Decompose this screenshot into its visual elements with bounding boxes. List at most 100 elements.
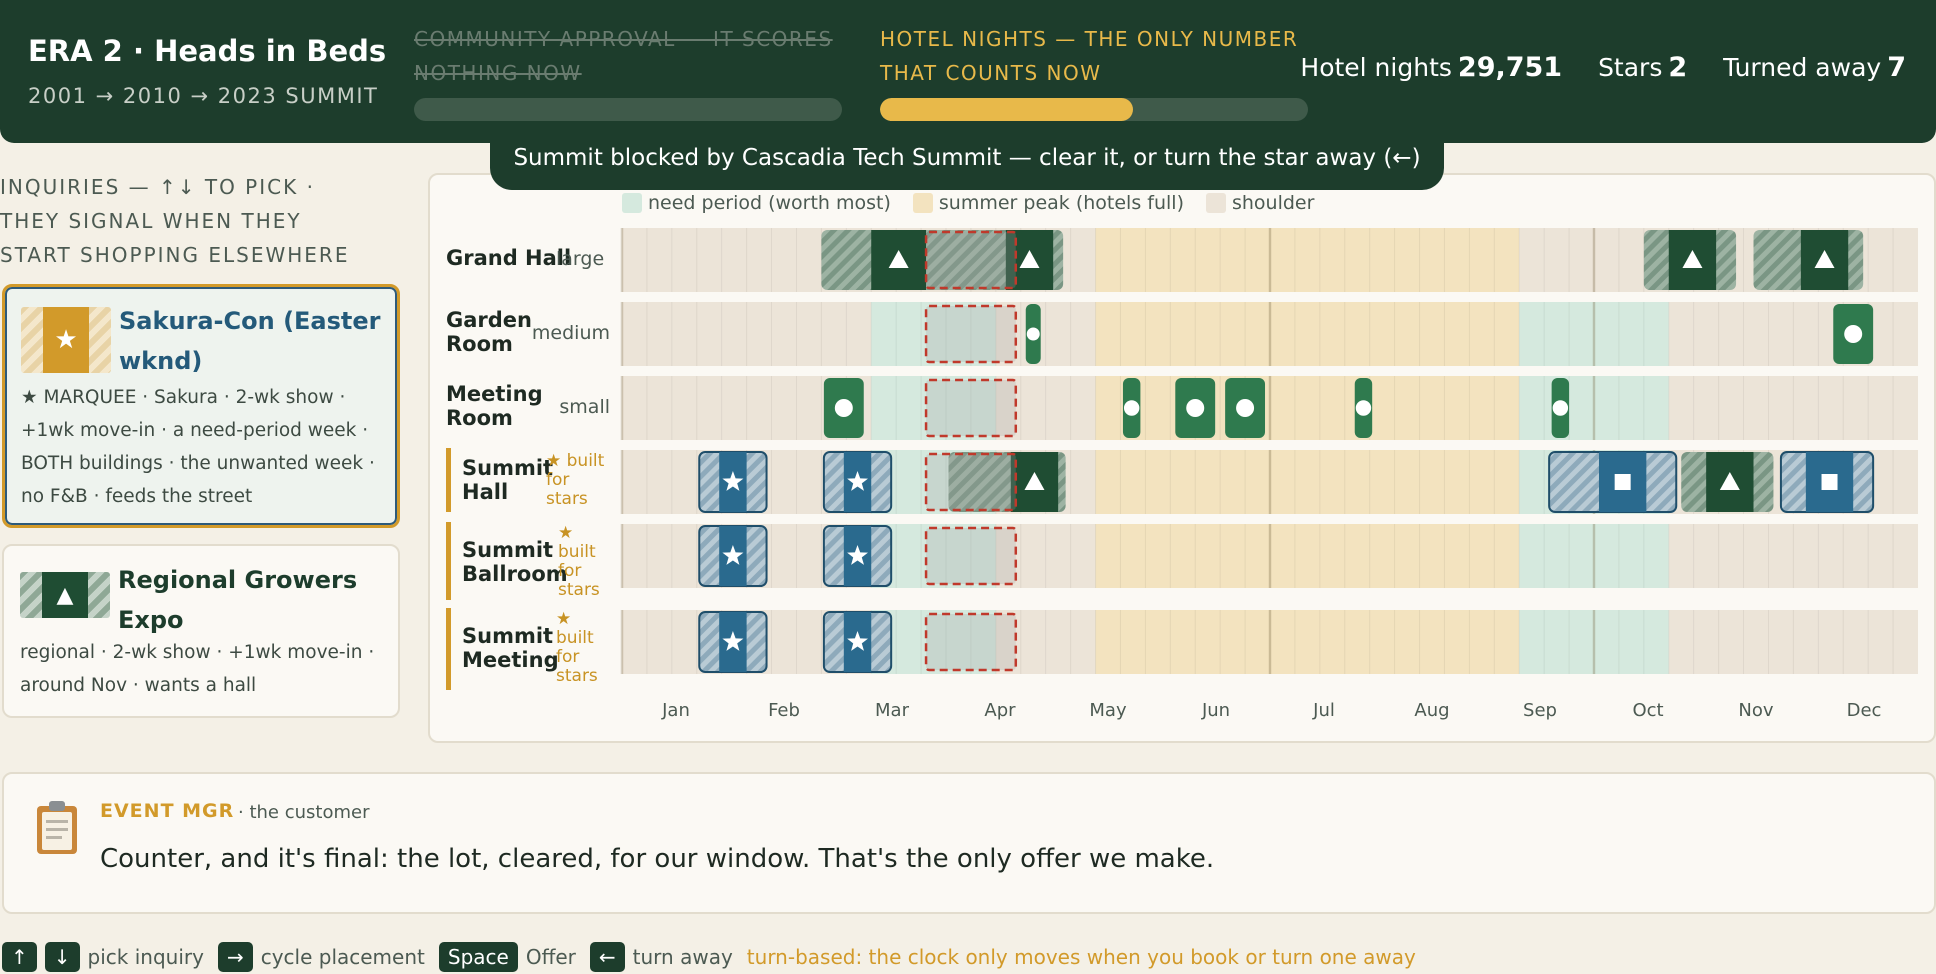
season-band-shoulder bbox=[622, 302, 872, 366]
season-band-shoulder bbox=[995, 302, 1096, 366]
hint-cycle-placement: cycle placement bbox=[260, 945, 425, 969]
clipboard-icon bbox=[37, 801, 77, 854]
season-band-peak bbox=[1095, 376, 1520, 440]
star-icon bbox=[722, 545, 744, 565]
proposed-placement-outline bbox=[924, 526, 1018, 586]
booking-blocks bbox=[698, 230, 1875, 673]
inquiry-description: ★ MARQUEE · Sakura · 2-wk show · +1wk mo… bbox=[21, 387, 375, 507]
room-name-garden-room: Garden Room bbox=[446, 308, 532, 356]
circle-icon bbox=[834, 399, 853, 417]
room-name-summit-ballroom: Summit Ballroom bbox=[462, 538, 568, 586]
legend-label: summer peak (hotels full) bbox=[938, 192, 1184, 214]
month-labels: Jan Feb Mar Apr May Jun Jul Aug Sep Oct Nov Dec bbox=[661, 700, 1881, 721]
star-icon bbox=[847, 631, 868, 651]
circle-icon bbox=[1844, 325, 1863, 343]
month-label-mar: Mar bbox=[875, 700, 910, 721]
turned-away-value: 7 bbox=[1887, 52, 1906, 83]
inquiry-card-regional-growers-expo[interactable]: ▲ Regional Growers Expo regional · 2-wk … bbox=[2, 544, 400, 718]
month-label-apr: Apr bbox=[984, 700, 1016, 721]
hotel-nights-label: Hotel nights bbox=[1300, 53, 1452, 82]
current-objective-progress-fill bbox=[880, 98, 1133, 121]
hint-turn-away: turn away bbox=[632, 945, 733, 969]
circle-icon bbox=[1552, 400, 1569, 416]
key-left[interactable]: ← bbox=[589, 942, 625, 972]
square-icon bbox=[1614, 474, 1631, 490]
booking-block bbox=[1025, 304, 1041, 364]
summit-marker bbox=[446, 608, 451, 690]
room-tag-summit-ballroom: ★ built for stars bbox=[558, 523, 600, 600]
circle-icon bbox=[1026, 327, 1040, 341]
room-name-summit-meeting: Summit Meeting bbox=[462, 624, 559, 672]
proposed-placement-outline bbox=[924, 304, 1018, 364]
legend-swatch bbox=[1205, 193, 1226, 213]
legend-item-shoulder: shoulder bbox=[1205, 192, 1314, 214]
key-down[interactable]: ↓ bbox=[44, 942, 80, 972]
month-label-jul: Jul bbox=[1312, 700, 1335, 721]
proposed-placement-outline bbox=[924, 612, 1018, 672]
circle-icon bbox=[1355, 400, 1372, 416]
month-label-jun: Jun bbox=[1201, 700, 1230, 721]
proposed-placement bbox=[924, 230, 1018, 672]
inquiries-heading: INQUIRIES — ↑↓ TO PICK · THEY SIGNAL WHE… bbox=[0, 175, 350, 267]
speaker-name: EVENT MGR bbox=[100, 800, 235, 822]
old-objective-progress bbox=[414, 98, 842, 121]
season-band-peak bbox=[1095, 228, 1520, 292]
top-bar: ERA 2 · Heads in Beds 2001 → 2010 → 2023… bbox=[0, 0, 1936, 143]
stars-label: Stars bbox=[1598, 53, 1663, 82]
season-band-shoulder bbox=[1668, 524, 1918, 588]
hint-pick-inquiry: pick inquiry bbox=[87, 945, 204, 969]
booking-block bbox=[988, 230, 1054, 290]
proposed-placement-outline bbox=[924, 452, 1018, 512]
current-objective: HOTEL NIGHTS — THE ONLY NUMBER THAT COUN… bbox=[880, 27, 1299, 85]
booking-block bbox=[698, 451, 768, 513]
booking-block bbox=[822, 525, 893, 587]
era-subtitle: 2001 → 2010 → 2023 SUMMIT bbox=[28, 84, 379, 108]
blocked-toast: Summit blocked by Cascadia Tech Summit —… bbox=[490, 137, 1444, 190]
booking-block bbox=[1548, 451, 1678, 513]
month-label-oct: Oct bbox=[1632, 700, 1663, 721]
regional-growers-expo-icon: ▲ bbox=[20, 572, 110, 618]
booking-block bbox=[1833, 304, 1874, 364]
season-band-need bbox=[871, 376, 996, 440]
booking-block bbox=[1779, 451, 1875, 513]
turn-based-note: turn-based: the clock only moves when yo… bbox=[746, 945, 1416, 969]
booking-block bbox=[1643, 230, 1737, 290]
hotel-nights-value: 29,751 bbox=[1457, 52, 1563, 83]
triangle-icon bbox=[1024, 472, 1045, 490]
circle-icon bbox=[1236, 399, 1255, 417]
controls-hint-bar: ↑ ↓ pick inquiry → cycle placement Space… bbox=[0, 940, 1416, 974]
booking-block bbox=[1753, 230, 1864, 290]
inquiry-title: Regional Growers Expo bbox=[118, 566, 358, 634]
booking-block bbox=[1681, 452, 1774, 512]
room-size-grand-hall: large bbox=[556, 248, 605, 270]
season-band-shoulder bbox=[995, 376, 1096, 440]
month-label-jan: Jan bbox=[661, 700, 690, 721]
legend-swatch bbox=[622, 193, 642, 213]
old-objective: COMMUNITY APPROVAL — IT SCORES NOTHING N… bbox=[414, 27, 833, 85]
season-band-need bbox=[1519, 610, 1669, 674]
dialog-panel bbox=[2, 772, 1936, 914]
season-band-peak bbox=[1095, 524, 1520, 588]
key-space[interactable]: Space bbox=[438, 942, 518, 972]
triangle-icon bbox=[1814, 250, 1835, 268]
dialog-text: Counter, and it's final: the lot, cleare… bbox=[100, 844, 1215, 874]
booking-block bbox=[822, 611, 893, 673]
room-tag-summit-meeting: ★ built for stars bbox=[556, 609, 598, 686]
room-size-meeting-room: small bbox=[559, 396, 610, 418]
key-up[interactable]: ↑ bbox=[2, 942, 37, 972]
booking-block bbox=[822, 451, 893, 513]
triangle-icon bbox=[1682, 250, 1703, 268]
square-icon bbox=[1821, 474, 1838, 490]
season-band-need bbox=[871, 302, 996, 366]
season-band-shoulder bbox=[1668, 610, 1918, 674]
stats: Hotel nights 29,751 Stars 2 Turned away 7 bbox=[1300, 52, 1906, 83]
booking-block bbox=[1225, 378, 1266, 438]
inquiry-card-sakura-con[interactable]: ★ Sakura-Con (Easter wknd) ★ MARQUEE · S… bbox=[2, 284, 400, 528]
month-label-aug: Aug bbox=[1414, 700, 1449, 721]
circle-icon bbox=[1123, 400, 1140, 416]
summit-marker bbox=[446, 522, 451, 600]
turned-away-label: Turned away bbox=[1723, 53, 1882, 82]
legend-item-peak: summer peak (hotels full) bbox=[912, 192, 1184, 214]
star-icon bbox=[847, 471, 868, 491]
key-right[interactable]: → bbox=[217, 942, 253, 972]
